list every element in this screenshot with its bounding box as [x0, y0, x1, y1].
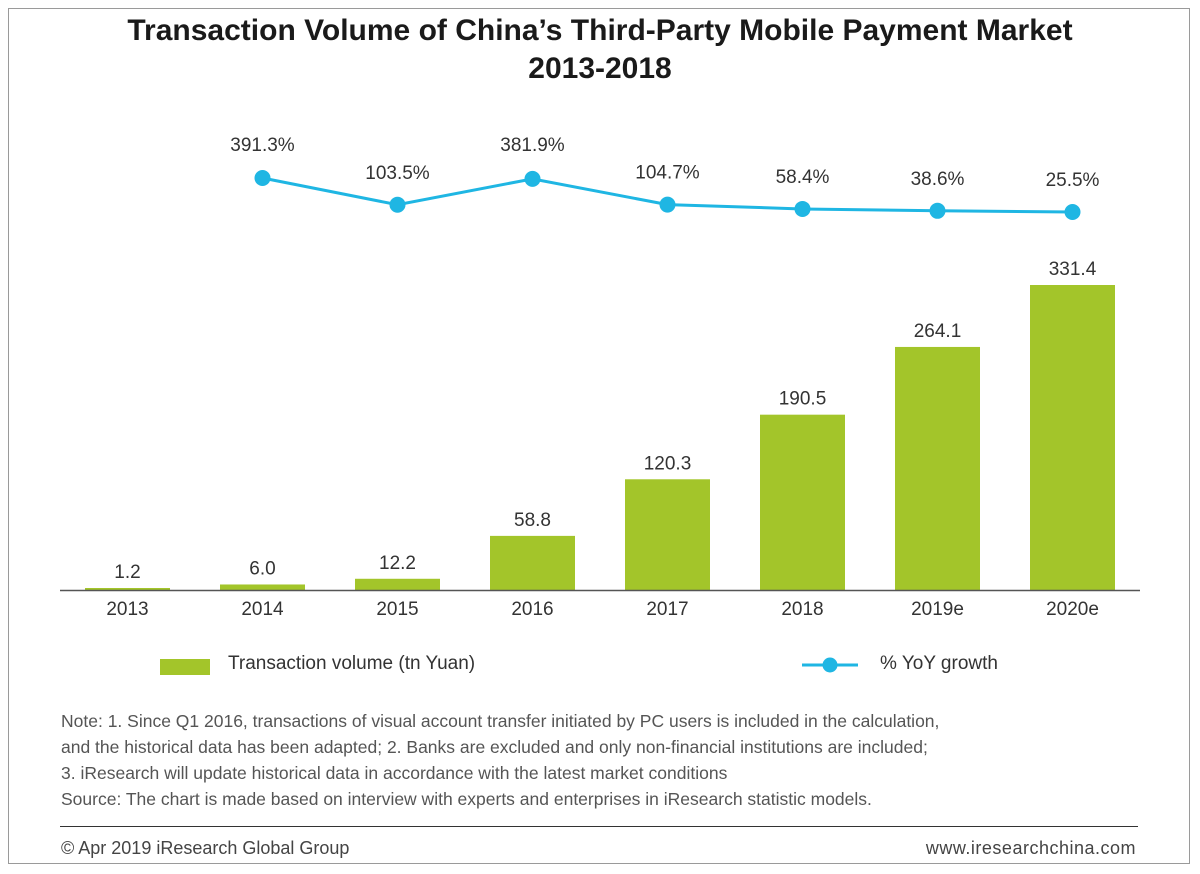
- bar-2014: [220, 584, 305, 590]
- chart-frame: [8, 8, 1190, 864]
- yoy-value-label: 25.5%: [1046, 170, 1100, 191]
- chart-title-line2: 2013-2018: [528, 52, 672, 85]
- yoy-point-2016: [524, 170, 541, 187]
- x-tick-label: 2015: [376, 599, 418, 620]
- yoy-value-label: 104.7%: [635, 163, 700, 184]
- yoy-value-label: 58.4%: [776, 167, 830, 188]
- yoy-point-2019e: [929, 202, 946, 219]
- note-line-2: and the historical data has been adapted…: [61, 737, 928, 757]
- x-tick-label: 2018: [781, 599, 823, 620]
- bar-2016: [490, 535, 575, 590]
- x-tick-label: 2013: [106, 599, 148, 620]
- x-tick-label: 2017: [646, 599, 688, 620]
- bar-2017: [625, 479, 710, 590]
- yoy-value-label: 103.5%: [365, 163, 430, 184]
- chart-canvas: 1.2 6.0 12.2 58.8 120.3 190.5 264.1 331.4 2013 20…: [60, 135, 1140, 620]
- bar-2020e: [1030, 285, 1115, 590]
- bar-2018: [760, 414, 845, 590]
- yoy-value-label: 38.6%: [911, 169, 965, 190]
- bar-value-label: 120.3: [644, 453, 692, 474]
- yoy-point-2015: [389, 196, 406, 213]
- yoy-point-2017: [659, 196, 676, 213]
- footer-divider: [60, 826, 1138, 827]
- footer-website: www.iresearchchina.com: [925, 838, 1136, 858]
- bar-2015: [355, 578, 440, 590]
- bar-value-label: 331.4: [1049, 259, 1097, 280]
- bar-value-label: 58.8: [514, 510, 551, 531]
- yoy-value-label: 381.9%: [500, 135, 565, 156]
- bar-2019e: [895, 346, 980, 590]
- yoy-point-2020e: [1064, 204, 1081, 220]
- legend-bar-swatch: [160, 659, 210, 675]
- notes-block: Note: 1. Since Q1 2016, transactions of …: [61, 708, 1161, 812]
- note-source: Source: The chart is made based on inter…: [61, 789, 872, 809]
- bar-2013: [85, 588, 170, 590]
- legend-line-label: % YoY growth: [880, 653, 998, 674]
- x-tick-label: 2020e: [1046, 599, 1099, 620]
- bar-value-label: 6.0: [249, 558, 275, 579]
- yoy-point-2014: [254, 170, 271, 186]
- legend-bar-label: Transaction volume (tn Yuan): [228, 653, 476, 674]
- chart-title: Transaction Volume of China’s Third-Part…: [0, 12, 1200, 88]
- yoy-value-label: 391.3%: [230, 135, 295, 156]
- bar-value-label: 12.2: [379, 553, 416, 574]
- bar-value-label: 1.2: [114, 562, 140, 583]
- note-line-3: 3. iResearch will update historical data…: [61, 763, 728, 783]
- x-tick-label: 2016: [511, 599, 553, 620]
- footer-copyright: © Apr 2019 iResearch Global Group: [61, 838, 350, 858]
- yoy-point-2018: [794, 200, 811, 217]
- bar-value-label: 190.5: [779, 389, 827, 410]
- bar-value-label: 264.1: [914, 321, 962, 342]
- legend-line-symbol-icon: [802, 657, 858, 673]
- chart-title-line1: Transaction Volume of China’s Third-Part…: [127, 14, 1073, 47]
- x-tick-label: 2014: [241, 599, 284, 620]
- note-line-1: Note: 1. Since Q1 2016, transactions of …: [61, 711, 940, 731]
- x-tick-label: 2019e: [911, 599, 964, 620]
